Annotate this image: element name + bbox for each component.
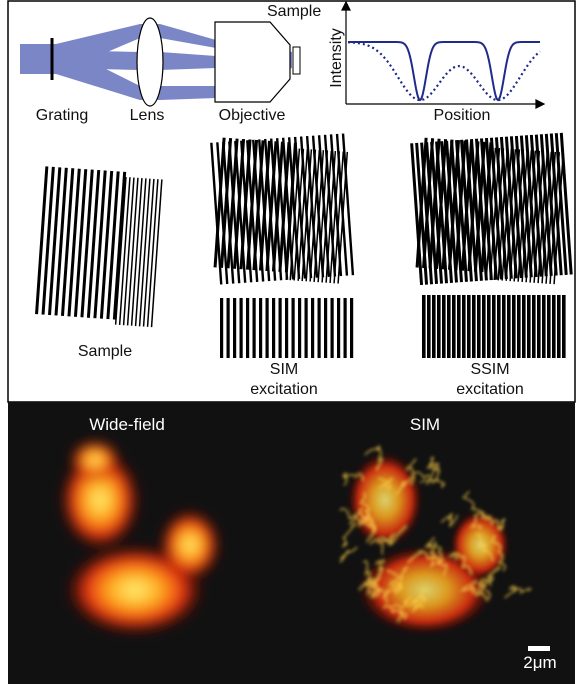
stripe xyxy=(512,295,516,358)
stripe xyxy=(452,295,456,358)
objective xyxy=(215,22,290,102)
label: Lens xyxy=(130,107,165,124)
stripe xyxy=(311,298,314,358)
figure: Sample Grating Lens Objective Intensity … xyxy=(0,0,582,684)
label: Sample xyxy=(267,3,321,20)
stripe xyxy=(497,295,501,358)
stripe xyxy=(532,295,536,358)
image-title: SIM xyxy=(410,415,440,434)
stripe xyxy=(259,298,262,358)
scale-bar xyxy=(528,646,550,651)
stripe xyxy=(305,298,308,358)
stripe xyxy=(562,295,566,358)
stripe xyxy=(457,295,461,358)
stripe xyxy=(437,295,441,358)
stripe xyxy=(487,295,491,358)
stripe xyxy=(542,295,546,358)
stripe xyxy=(552,295,556,358)
stripe xyxy=(507,295,511,358)
stripe xyxy=(292,298,295,358)
stripe xyxy=(427,295,431,358)
stripe xyxy=(344,298,347,358)
grating-pattern xyxy=(422,295,566,358)
stripe xyxy=(502,295,506,358)
grating-pattern xyxy=(220,298,353,358)
axis-label: Intensity xyxy=(328,28,345,88)
stripe xyxy=(472,295,476,358)
stripe xyxy=(547,295,551,358)
stripe xyxy=(331,298,334,358)
stripe xyxy=(462,295,466,358)
stripe xyxy=(492,295,496,358)
stripe xyxy=(467,295,471,358)
stripe xyxy=(318,298,321,358)
stripe xyxy=(442,295,446,358)
stripe xyxy=(350,298,353,358)
stripe xyxy=(227,298,230,358)
stripe xyxy=(482,295,486,358)
stripe xyxy=(233,298,236,358)
lens xyxy=(137,18,163,106)
label: SSIM xyxy=(470,361,509,378)
stripe xyxy=(246,298,249,358)
stripe xyxy=(279,298,282,358)
stripe xyxy=(220,298,223,358)
stripe xyxy=(272,298,275,358)
stripe xyxy=(557,295,561,358)
stripe xyxy=(240,298,243,358)
stripe xyxy=(324,298,327,358)
stripe xyxy=(337,298,340,358)
stripe xyxy=(432,295,436,358)
stripe xyxy=(477,295,481,358)
page: Sample Grating Lens Objective Intensity … xyxy=(0,0,582,684)
label: Grating xyxy=(36,107,88,124)
stripe xyxy=(253,298,256,358)
stripe xyxy=(298,298,301,358)
sample-slide xyxy=(293,47,300,74)
stripe xyxy=(537,295,541,358)
stripe xyxy=(266,298,269,358)
stripe xyxy=(422,295,426,358)
stripe xyxy=(527,295,531,358)
label: Sample xyxy=(78,343,132,360)
label: SIM xyxy=(270,361,298,378)
stripe xyxy=(522,295,526,358)
label: excitation xyxy=(456,381,524,398)
stripe xyxy=(517,295,521,358)
axis-label: Position xyxy=(434,107,491,124)
scale-label: 2μm xyxy=(523,653,556,672)
image-title: Wide-field xyxy=(89,415,165,434)
stripe xyxy=(285,298,288,358)
label: excitation xyxy=(250,381,318,398)
label: Objective xyxy=(219,107,286,124)
stripe xyxy=(447,295,451,358)
